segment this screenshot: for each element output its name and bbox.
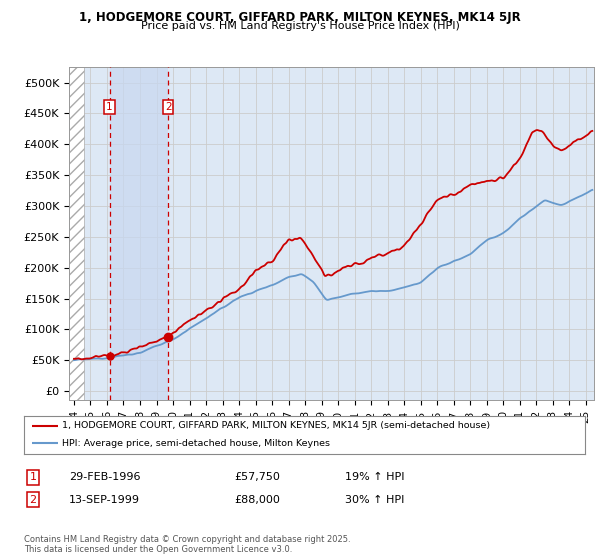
- Text: Price paid vs. HM Land Registry's House Price Index (HPI): Price paid vs. HM Land Registry's House …: [140, 21, 460, 31]
- Text: 1, HODGEMORE COURT, GIFFARD PARK, MILTON KEYNES, MK14 5JR (semi-detached house): 1, HODGEMORE COURT, GIFFARD PARK, MILTON…: [62, 421, 490, 430]
- Text: 1: 1: [106, 102, 113, 113]
- Text: 29-FEB-1996: 29-FEB-1996: [69, 472, 140, 482]
- Text: 30% ↑ HPI: 30% ↑ HPI: [345, 494, 404, 505]
- Text: 2: 2: [29, 494, 37, 505]
- Text: HPI: Average price, semi-detached house, Milton Keynes: HPI: Average price, semi-detached house,…: [62, 439, 330, 448]
- Text: £57,750: £57,750: [234, 472, 280, 482]
- Bar: [69, 67, 83, 400]
- Text: 1, HODGEMORE COURT, GIFFARD PARK, MILTON KEYNES, MK14 5JR: 1, HODGEMORE COURT, GIFFARD PARK, MILTON…: [79, 11, 521, 24]
- Text: 13-SEP-1999: 13-SEP-1999: [69, 494, 140, 505]
- Text: Contains HM Land Registry data © Crown copyright and database right 2025.
This d: Contains HM Land Registry data © Crown c…: [24, 535, 350, 554]
- Text: 1: 1: [29, 472, 37, 482]
- Bar: [110, 67, 168, 400]
- Text: £88,000: £88,000: [234, 494, 280, 505]
- Text: 19% ↑ HPI: 19% ↑ HPI: [345, 472, 404, 482]
- Text: 2: 2: [165, 102, 172, 113]
